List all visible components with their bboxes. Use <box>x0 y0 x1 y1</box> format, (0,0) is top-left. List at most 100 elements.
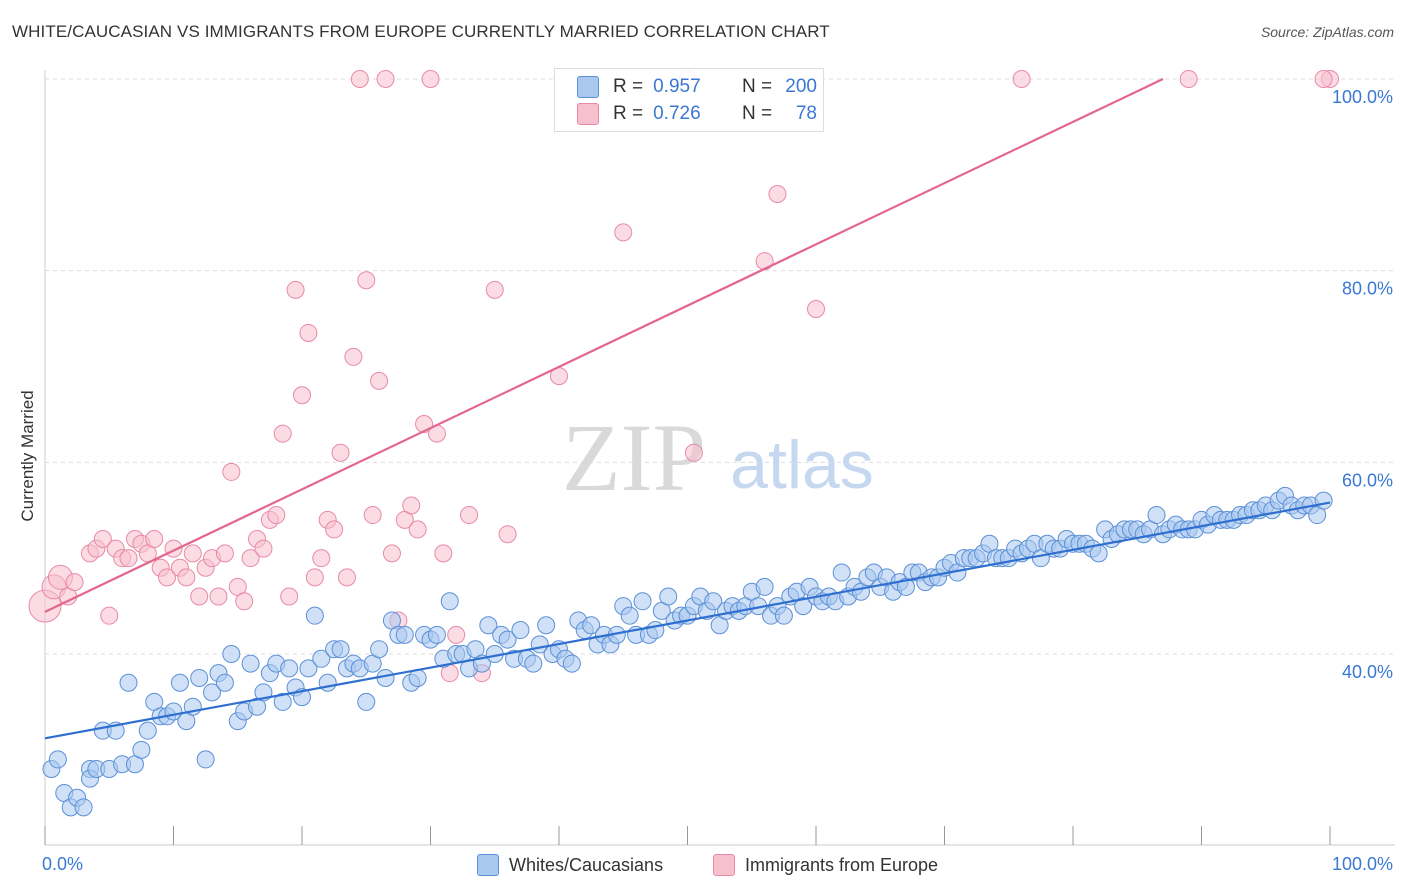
pink-point <box>305 568 324 587</box>
blue-point <box>832 563 851 582</box>
tick-labels: 40.0% 60.0% 80.0% 100.0% 0.0% 100.0% <box>42 87 1393 874</box>
y-tick-label: 60.0% <box>1342 470 1393 490</box>
pink-point <box>498 525 517 544</box>
pink-point <box>241 549 260 568</box>
legend-row-pink: R = 0.726 N = 78 <box>577 102 817 126</box>
immigrants-swatch-icon <box>713 854 735 876</box>
legend-label-immigrants: Immigrants from Europe <box>745 854 939 875</box>
blue-point <box>74 798 93 817</box>
pink-point <box>421 70 440 88</box>
pink-point <box>382 544 401 563</box>
blue-point <box>1314 491 1333 510</box>
blue-point <box>524 654 543 673</box>
pink-point <box>447 625 466 644</box>
blue-point <box>582 616 601 635</box>
blue-point <box>395 625 414 644</box>
legend-label-whites: Whites/Caucasians <box>509 854 664 875</box>
blue-point <box>562 654 581 673</box>
blue-point <box>138 721 157 740</box>
blue-point <box>331 640 350 659</box>
pink-point <box>325 520 344 539</box>
blue-point <box>440 592 459 611</box>
pink-point <box>119 549 138 568</box>
pink-point <box>331 443 350 462</box>
pink-point <box>100 606 119 625</box>
pink-point <box>370 371 389 390</box>
pink-point <box>363 506 382 525</box>
pink-point <box>254 539 273 558</box>
blue-point <box>241 654 260 673</box>
pink-point <box>768 185 787 203</box>
blue-point <box>196 750 215 769</box>
blue-point <box>305 606 324 625</box>
r-label: R = <box>613 76 644 97</box>
y-tick-label: 100.0% <box>1332 87 1393 107</box>
pink-point <box>357 271 376 290</box>
blue-point <box>1089 544 1108 563</box>
blue-point <box>170 673 189 692</box>
pink-point <box>299 323 318 342</box>
x-tick-label: 100.0% <box>1332 854 1393 874</box>
blue-point <box>222 645 241 663</box>
pink-point <box>177 568 196 587</box>
blue-trend-line <box>44 501 1331 740</box>
blue-point <box>1147 506 1166 525</box>
pink-point <box>1314 70 1333 88</box>
blue-point <box>479 616 498 635</box>
pink-point <box>209 587 228 606</box>
blue-point <box>537 616 556 635</box>
pink-point <box>434 544 453 563</box>
blue-point <box>704 592 723 611</box>
stats-legend: R = 0.957 N = 200 R = 0.726 N = 78 <box>554 68 824 132</box>
pink-point <box>350 70 369 88</box>
pink-point <box>684 443 703 462</box>
pink-point <box>235 592 254 611</box>
legend-item-immigrants: Immigrants from Europe <box>713 853 938 877</box>
pink-point <box>222 462 241 481</box>
n-label: N = <box>742 103 773 124</box>
pink-point <box>183 544 202 563</box>
blue-point <box>299 659 318 678</box>
blue-point <box>620 606 639 625</box>
pink-swatch-icon <box>577 103 599 125</box>
pink-point <box>485 280 504 299</box>
blue-point <box>318 673 337 692</box>
trend-lines <box>44 78 1331 740</box>
legend-row-blue: R = 0.957 N = 200 <box>577 75 817 99</box>
blue-point <box>119 673 138 692</box>
blue-point <box>312 649 331 668</box>
n-label: N = <box>742 76 773 97</box>
blue-point <box>498 630 517 649</box>
grid-lines <box>45 78 1395 655</box>
chart-title: WHITE/CAUCASIAN VS IMMIGRANTS FROM EUROP… <box>12 22 830 41</box>
blue-point <box>203 683 222 702</box>
x-tick-label: 0.0% <box>42 854 83 874</box>
pink-point <box>337 568 356 587</box>
pink-point <box>273 424 292 443</box>
pink-point <box>614 223 633 242</box>
pink-r-value: 0.726 <box>653 103 701 124</box>
pink-point <box>286 280 305 299</box>
pink-trend-line <box>44 78 1164 613</box>
pink-point <box>460 506 479 525</box>
blue-point <box>357 692 376 711</box>
pink-point <box>293 386 311 405</box>
pink-point <box>267 506 286 525</box>
pink-point <box>158 568 177 587</box>
blue-point <box>511 621 530 640</box>
pink-point <box>376 70 395 88</box>
y-tick-label: 40.0% <box>1342 662 1393 682</box>
blue-swatch-icon <box>577 76 599 98</box>
blue-point <box>794 597 813 616</box>
pink-point <box>93 530 112 548</box>
pink-point <box>65 573 84 592</box>
blue-point <box>273 692 292 711</box>
pink-point <box>190 587 209 606</box>
watermark-zip: ZIP <box>562 404 706 511</box>
blue-point <box>132 740 151 759</box>
pink-point <box>280 587 299 606</box>
pink-point <box>344 347 363 366</box>
blue-point <box>215 673 234 692</box>
blue-point <box>280 659 299 678</box>
